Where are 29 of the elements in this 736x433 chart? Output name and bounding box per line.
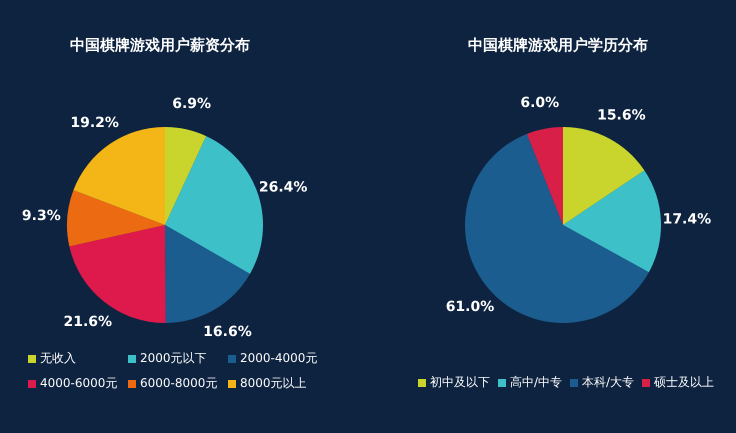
legend-label: 高中/中专	[510, 374, 562, 391]
chart-title: 中国棋牌游戏用户学历分布	[467, 36, 649, 55]
data-label: 61.0%	[446, 299, 494, 316]
data-label: 15.6%	[597, 108, 646, 124]
pie-slice	[563, 127, 644, 225]
legend-label: 2000元以下	[140, 350, 207, 367]
data-label: 16.6%	[203, 324, 252, 340]
legend-label: 本科/大专	[582, 374, 634, 391]
pie-slice	[526, 127, 563, 225]
pie-slice	[165, 127, 206, 225]
data-label: 17.4%	[662, 212, 712, 228]
legend-label: 8000元以上	[240, 375, 307, 392]
data-label: 6.0%	[520, 95, 560, 112]
pie-slice	[73, 127, 165, 225]
data-label: 6.9%	[172, 96, 212, 112]
data-label: 9.3%	[22, 208, 61, 224]
legend-label: 无收入	[40, 350, 76, 367]
pie-slice	[165, 225, 250, 323]
chart-title: 中国棋牌游戏用户薪资分布	[69, 36, 251, 55]
data-label: 21.6%	[63, 314, 112, 330]
data-label: 26.4%	[258, 179, 308, 196]
legend-label: 6000-8000元	[140, 375, 218, 392]
legend-label: 4000-6000元	[40, 375, 118, 392]
pie-slice	[563, 170, 661, 272]
pie-slice	[67, 190, 165, 246]
legend-label: 硕士及以上	[654, 374, 714, 391]
legend-label: 2000-4000元	[240, 350, 318, 367]
data-label: 19.2%	[70, 114, 119, 131]
legend-label: 初中及以下	[430, 374, 490, 391]
